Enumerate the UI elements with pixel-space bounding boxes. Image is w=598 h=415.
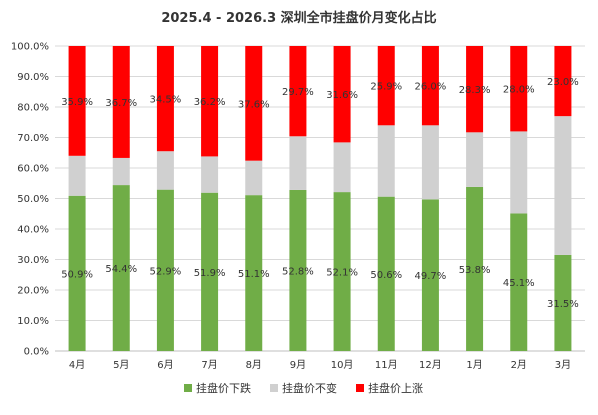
legend-label: 挂盘价不变	[282, 381, 337, 395]
data-label: 51.9%	[194, 268, 226, 279]
y-tick-label: 100.0%	[11, 42, 49, 53]
bar-segment	[245, 195, 263, 351]
data-label: 36.2%	[194, 97, 226, 108]
y-tick-label: 20.0%	[17, 286, 49, 297]
bar-segment	[201, 46, 219, 157]
bar-segment	[377, 46, 395, 126]
data-labels: 50.9% 35.9% 54.4% 36.7% 52.9% 34.5% 51.9% 36.2%…	[61, 77, 579, 310]
bar-segment	[333, 192, 351, 351]
data-label: 26.0%	[415, 82, 447, 93]
y-tick-label: 80.0%	[17, 103, 49, 114]
x-tick-label: 7月	[201, 359, 217, 371]
bar-segment	[112, 157, 130, 186]
bar-segment	[68, 46, 86, 156]
legend-swatch	[184, 384, 192, 392]
y-tick-label: 60.0%	[17, 164, 49, 175]
data-label: 50.9%	[61, 269, 93, 280]
bar-segment	[466, 132, 484, 187]
x-tick-label: 8月	[246, 359, 262, 371]
data-label: 36.7%	[105, 98, 137, 109]
data-label: 51.1%	[238, 269, 270, 280]
x-tick-label: 1月	[466, 359, 482, 371]
bar-segment	[289, 46, 307, 137]
legend-swatch	[356, 384, 364, 392]
bar-segment	[68, 155, 86, 196]
bar-segment	[245, 46, 263, 161]
x-tick-label: 11月	[375, 359, 398, 371]
data-label: 31.6%	[326, 90, 358, 101]
bar-segment	[421, 125, 439, 200]
bar-segment	[201, 192, 219, 351]
bar-segment	[466, 186, 484, 351]
y-axis-ticks: 0.0% 10.0% 20.0% 30.0% 40.0% 50.0% 60.0% 70.0% 8…	[11, 42, 49, 358]
y-tick-label: 10.0%	[17, 316, 49, 327]
bar-segment	[510, 46, 528, 132]
bar-segment	[289, 136, 307, 190]
bar-segment	[156, 151, 174, 190]
y-tick-label: 90.0%	[17, 72, 49, 83]
data-label: 52.1%	[326, 268, 358, 279]
data-label: 35.9%	[61, 97, 93, 108]
data-label: 50.6%	[370, 270, 402, 281]
data-label: 28.0%	[503, 85, 535, 96]
y-tick-label: 30.0%	[17, 255, 49, 266]
bar-segment	[112, 46, 130, 158]
bar-segment	[112, 185, 130, 351]
data-label: 29.7%	[282, 87, 314, 98]
data-label: 31.5%	[547, 299, 579, 310]
bar-segment	[333, 46, 351, 143]
bar-segment	[510, 213, 528, 351]
y-tick-label: 70.0%	[17, 133, 49, 144]
legend-label: 挂盘价下跌	[196, 381, 251, 395]
bar-segment	[466, 46, 484, 133]
bar-segment	[554, 46, 572, 117]
bar-segment	[554, 254, 572, 351]
y-tick-label: 50.0%	[17, 194, 49, 205]
legend-label: 挂盘价上涨	[368, 381, 423, 395]
x-tick-label: 4月	[69, 359, 85, 371]
bar-segment	[245, 160, 263, 196]
data-label: 37.6%	[238, 99, 270, 110]
x-tick-label: 3月	[555, 359, 571, 371]
bar-segment	[377, 196, 395, 351]
x-tick-label: 2月	[511, 359, 527, 371]
bar-segment	[377, 125, 395, 197]
y-tick-label: 40.0%	[17, 225, 49, 236]
data-label: 34.5%	[150, 95, 182, 106]
bar-segment	[421, 46, 439, 126]
data-label: 28.3%	[459, 85, 491, 96]
gridlines	[55, 45, 585, 352]
bars	[68, 46, 572, 351]
legend: 挂盘价下跌 挂盘价不变 挂盘价上涨	[184, 381, 423, 395]
bar-segment	[201, 156, 219, 193]
data-label: 52.8%	[282, 266, 314, 277]
data-label: 25.9%	[370, 82, 402, 93]
x-tick-label: 9月	[290, 359, 306, 371]
chart-title: 2025.4 - 2026.3 深圳全市挂盘价月变化占比	[161, 10, 436, 26]
bar-segment	[289, 189, 307, 351]
bar-segment	[421, 199, 439, 351]
x-tick-label: 10月	[331, 359, 354, 371]
data-label: 45.1%	[503, 278, 535, 289]
x-tick-label: 12月	[419, 359, 442, 371]
x-tick-label: 6月	[157, 359, 173, 371]
bar-segment	[156, 46, 174, 152]
y-tick-label: 0.0%	[24, 347, 49, 358]
legend-swatch	[270, 384, 278, 392]
data-label: 49.7%	[415, 271, 447, 282]
data-label: 53.8%	[459, 265, 491, 276]
bar-segment	[554, 116, 572, 255]
x-axis-ticks: 4月 5月 6月 7月 8月 9月 10月 11月 12月 1月 2月 3月	[69, 359, 571, 371]
data-label: 52.9%	[150, 266, 182, 277]
data-label: 54.4%	[105, 264, 137, 275]
x-tick-label: 5月	[113, 359, 129, 371]
bar-segment	[510, 131, 528, 214]
bar-segment	[333, 142, 351, 193]
bar-segment	[156, 189, 174, 351]
bar-segment	[68, 195, 86, 351]
data-label: 23.0%	[547, 77, 579, 88]
